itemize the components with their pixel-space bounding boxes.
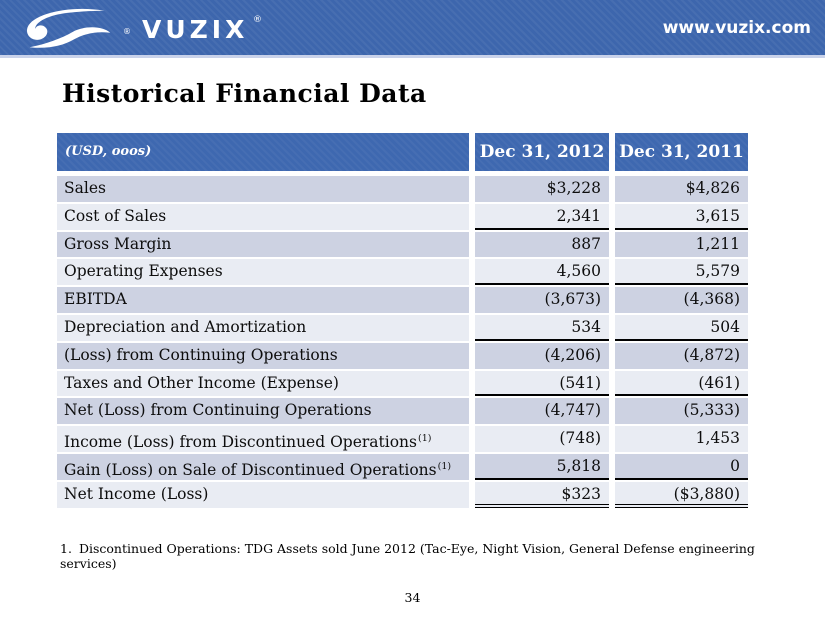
row-value-2011: 1,211 (615, 231, 748, 258)
row-label: Income (Loss) from Discontinued Operatio… (57, 426, 469, 452)
row-label-text: Operating Expenses (64, 262, 223, 281)
table-row: Income (Loss) from Discontinued Operatio… (57, 426, 748, 452)
row-value-2012: 5,818 (475, 453, 609, 480)
logo-registered-mark: ® (123, 27, 131, 36)
table-row: Depreciation and Amortization 534 504 (57, 314, 748, 341)
row-value-2012: $3,228 (475, 176, 609, 202)
row-value-2012: 534 (475, 314, 609, 341)
table-row: Gross Margin 887 1,211 (57, 231, 748, 258)
column-header-2012: Dec 31, 2012 (475, 133, 609, 171)
row-label: Cost of Sales (57, 203, 469, 230)
row-value-2011: 1,453 (615, 426, 748, 452)
row-label: Operating Expenses (57, 259, 469, 286)
table-row: Taxes and Other Income (Expense) (541) (46… (57, 370, 748, 397)
table-body: Sales $3,228 $4,826 Cost of Sales 2,341 3,615… (57, 176, 748, 508)
row-label-text: Sales (64, 179, 106, 197)
row-label: Depreciation and Amortization (57, 314, 469, 341)
row-value-2011: (4,368) (615, 287, 748, 313)
table-row: (Loss) from Continuing Operations (4,206)… (57, 342, 748, 369)
row-value-2012: (541) (475, 370, 609, 397)
row-value-2012: (748) (475, 426, 609, 452)
table-row: Net Income (Loss) $323 ($3,880) (57, 481, 748, 508)
row-label-text: Gross Margin (64, 234, 172, 253)
row-label: (Loss) from Continuing Operations (57, 342, 469, 369)
footnote-number: 1. (60, 541, 72, 556)
brand-registered-mark: ® (253, 15, 262, 25)
row-label: Sales (57, 176, 469, 202)
row-label-text: Cost of Sales (64, 206, 167, 225)
row-label-text: Net (Loss) from Continuing Operations (64, 401, 372, 420)
row-value-2011: (461) (615, 370, 748, 397)
row-value-2012: 887 (475, 231, 609, 258)
footnote: 1. Discontinued Operations: TDG Assets so… (60, 541, 780, 571)
row-label-text: Depreciation and Amortization (64, 317, 307, 336)
financial-table: (USD, ooos) Dec 31, 2012 Dec 31, 2011 Sa… (57, 133, 748, 508)
row-value-2011: 0 (615, 453, 748, 480)
row-value-2012: (4,747) (475, 398, 609, 425)
table-header-row: (USD, ooos) Dec 31, 2012 Dec 31, 2011 (57, 133, 748, 171)
table-row: Net (Loss) from Continuing Operations (4,… (57, 398, 748, 425)
row-label-text: Net Income (Loss) (64, 484, 209, 503)
row-value-2011: (4,872) (615, 342, 748, 369)
row-value-2011: (5,333) (615, 398, 748, 425)
page-number: 34 (404, 590, 421, 605)
row-label-text: Gain (Loss) on Sale of Discontinued Oper… (64, 460, 437, 479)
row-label-text: (Loss) from Continuing Operations (64, 345, 338, 364)
table-row: Sales $3,228 $4,826 (57, 176, 748, 202)
row-value-2011: 5,579 (615, 259, 748, 286)
row-label: Net Income (Loss) (57, 481, 469, 508)
row-value-2012: $323 (475, 481, 609, 508)
table-row: Gain (Loss) on Sale of Discontinued Oper… (57, 453, 748, 480)
page-title: Historical Financial Data (62, 79, 427, 108)
row-label: Net (Loss) from Continuing Operations (57, 398, 469, 425)
row-value-2012: 4,560 (475, 259, 609, 286)
header-bar: ® VUZIX ® www.vuzix.com (0, 0, 825, 58)
vuzix-logo-icon (27, 8, 111, 48)
row-label: Gross Margin (57, 231, 469, 258)
column-header-2011: Dec 31, 2011 (615, 133, 748, 171)
row-value-2012: (4,206) (475, 342, 609, 369)
brand-logotype: VUZIX (142, 15, 249, 44)
row-value-2011: ($3,880) (615, 481, 748, 508)
table-row: Cost of Sales 2,341 3,615 (57, 203, 748, 230)
row-label-text: Taxes and Other Income (Expense) (64, 373, 339, 392)
row-value-2011: 3,615 (615, 203, 748, 230)
row-value-2011: 504 (615, 314, 748, 341)
row-label: Taxes and Other Income (Expense) (57, 370, 469, 397)
row-label-text: Income (Loss) from Discontinued Operatio… (64, 433, 417, 452)
unit-label: (USD, ooos) (57, 133, 469, 171)
row-value-2012: 2,341 (475, 203, 609, 230)
website-text: www.vuzix.com (662, 18, 811, 38)
table-row: EBITDA (3,673) (4,368) (57, 287, 748, 313)
footnote-reference: (1) (418, 433, 432, 445)
row-label: Gain (Loss) on Sale of Discontinued Oper… (57, 453, 469, 480)
footnote-text: Discontinued Operations: TDG Assets sold… (60, 541, 755, 571)
row-value-2011: $4,826 (615, 176, 748, 202)
row-label-text: EBITDA (64, 290, 127, 309)
footnote-reference: (1) (437, 460, 452, 472)
row-value-2012: (3,673) (475, 287, 609, 313)
row-label: EBITDA (57, 287, 469, 313)
table-row: Operating Expenses 4,560 5,579 (57, 259, 748, 286)
